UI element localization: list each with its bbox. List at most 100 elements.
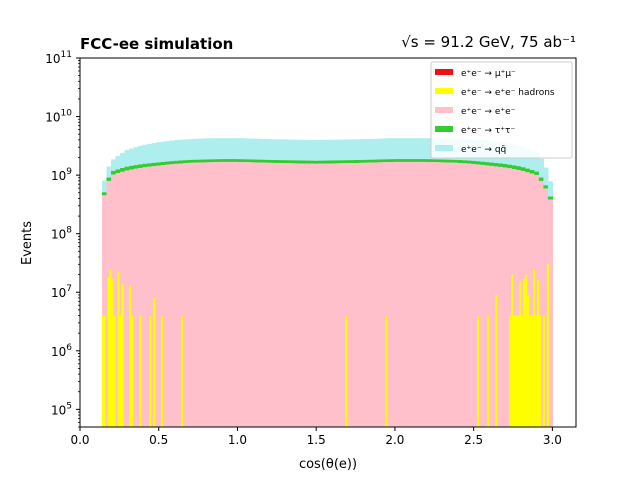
ee-bin	[138, 167, 144, 427]
ee-bin	[381, 162, 387, 427]
qq-bin	[403, 138, 409, 160]
ee-bin	[201, 162, 207, 427]
tautau-bin	[232, 159, 238, 162]
tautau-bin	[147, 163, 153, 167]
ee-bin	[300, 163, 306, 428]
tautau-bin	[295, 160, 301, 164]
qq-bin	[327, 139, 333, 161]
tautau-bin	[412, 159, 418, 162]
qq-bin	[394, 138, 400, 160]
tautau-bin	[205, 159, 211, 163]
y-ticks: 105 106 107 108 109 1010 1011	[45, 50, 80, 428]
qq-bin	[538, 158, 544, 178]
hadrons-bin	[511, 274, 514, 427]
y-tick-label: 106	[51, 343, 72, 359]
qq-bin	[237, 138, 243, 160]
ee-bin	[516, 170, 522, 428]
tautau-bin	[313, 160, 319, 164]
qq-bin	[183, 139, 189, 161]
ee-bin	[273, 162, 279, 427]
tautau-bin	[471, 160, 477, 164]
qq-bin	[138, 145, 144, 165]
qq-bin	[124, 150, 130, 167]
hadrons-bin	[109, 268, 112, 427]
tautau-bin	[264, 159, 270, 163]
qq-bin	[331, 139, 337, 161]
hadrons-bin	[161, 315, 164, 427]
ee-bin	[102, 195, 108, 427]
tautau-bin	[106, 177, 112, 181]
ee-bin	[367, 162, 373, 427]
ee-bin	[133, 168, 139, 427]
legend-swatch	[435, 145, 453, 151]
ee-bin	[192, 162, 198, 427]
ee-bin	[309, 163, 315, 428]
tautau-bin	[489, 162, 495, 166]
hadrons-bin	[129, 285, 132, 427]
ee-bin	[246, 162, 252, 427]
qq-bin	[282, 139, 288, 161]
qq-bin	[363, 139, 369, 160]
y-tick-label: 109	[51, 167, 72, 183]
qq-bin	[106, 166, 112, 178]
x-tick-label: 3.0	[543, 433, 562, 447]
tautau-bin	[457, 160, 463, 164]
hadrons-bin	[517, 315, 520, 427]
tautau-bin	[349, 160, 355, 164]
tautau-bin	[201, 159, 207, 163]
ee-bin	[205, 162, 211, 428]
tautau-bin	[111, 170, 117, 175]
tautau-bin	[480, 161, 486, 165]
qq-bin	[277, 139, 283, 161]
ee-bin	[372, 162, 378, 428]
qq-bin	[111, 159, 117, 171]
ee-bin	[394, 161, 400, 427]
tautau-bin	[466, 160, 472, 164]
tautau-bin	[381, 159, 387, 163]
ee-bin	[354, 162, 360, 427]
tautau-bin	[376, 159, 382, 163]
ee-bin	[426, 161, 432, 427]
legend-swatch	[435, 126, 453, 132]
ee-bin	[214, 162, 220, 428]
qq-bin	[259, 138, 265, 160]
qq-bin	[241, 138, 247, 160]
qq-bin	[232, 138, 238, 160]
qq-bin	[201, 138, 207, 160]
qq-bin	[354, 139, 360, 161]
ee-bin	[435, 162, 441, 427]
tautau-bin	[268, 159, 274, 163]
tautau-bin	[439, 159, 445, 163]
legend-label: e⁺e⁻ → e⁺e⁻	[461, 107, 516, 117]
y-tick-label: 1010	[45, 109, 72, 125]
hadrons-bin	[101, 315, 104, 427]
hadrons-bin	[535, 315, 538, 427]
hadrons-bin	[527, 294, 530, 427]
ee-bin	[349, 163, 355, 427]
qq-bin	[147, 143, 153, 164]
hadrons-bin	[523, 278, 526, 427]
ee-bin	[448, 162, 454, 427]
tautau-bin	[502, 163, 508, 168]
qq-bin	[120, 152, 126, 169]
legend-box	[430, 61, 573, 159]
tautau-bin	[363, 159, 369, 163]
qq-bin	[151, 143, 157, 163]
qq-bin	[133, 147, 139, 166]
ee-bin	[462, 163, 468, 427]
qq-bin	[534, 152, 540, 172]
tautau-bin	[286, 160, 292, 164]
ee-bin	[340, 163, 346, 427]
tautau-bin	[390, 159, 396, 162]
qq-bin	[160, 141, 166, 162]
hadrons-bin	[537, 280, 540, 427]
qq-bin	[264, 139, 270, 160]
legend-swatch	[435, 69, 453, 75]
qq-bin	[187, 139, 193, 160]
legend-label: e⁺e⁻ → τ⁺τ⁻	[461, 126, 515, 136]
tautau-bin	[421, 159, 427, 162]
ee-bin	[327, 163, 333, 427]
tautau-bin	[241, 159, 247, 163]
tautau-bin	[318, 160, 324, 164]
qq-bin	[543, 167, 549, 186]
